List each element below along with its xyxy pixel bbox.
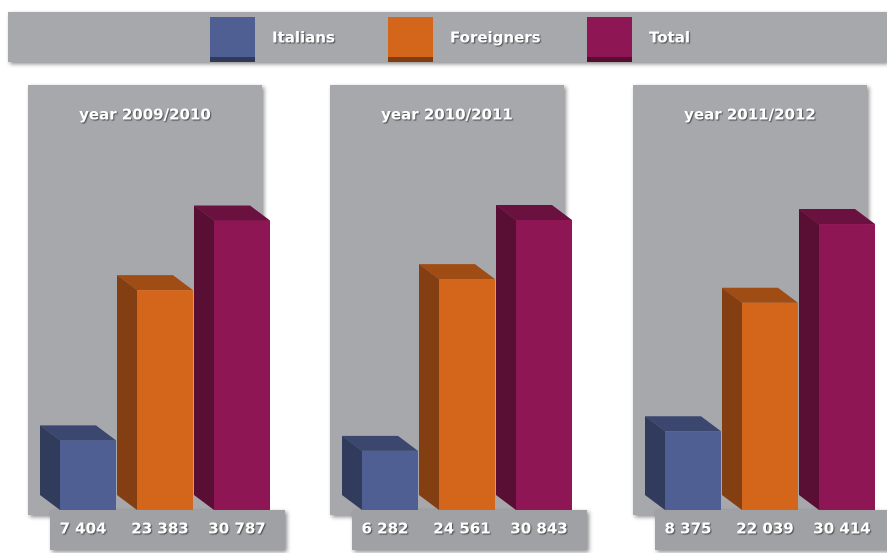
value-label: 6 282 <box>362 520 409 538</box>
bar-top <box>496 205 572 220</box>
bar-side <box>799 209 819 510</box>
bar-front <box>60 440 116 510</box>
legend-label: Italians <box>272 29 335 47</box>
panel-title: year 2009/2010 <box>79 106 211 124</box>
bar-front <box>362 450 418 510</box>
legend-label: Total <box>649 29 690 47</box>
legend-swatch <box>210 17 255 57</box>
bar-front <box>214 220 270 510</box>
bar-top <box>194 205 270 221</box>
bar <box>419 264 495 510</box>
bar-top <box>342 435 418 451</box>
value-label: 22 039 <box>736 520 793 538</box>
legend-label: Foreigners <box>450 29 541 47</box>
legend-swatch <box>388 17 433 57</box>
bar-front <box>137 290 193 510</box>
bar-front <box>742 302 798 510</box>
label-strip <box>50 510 285 550</box>
bar <box>722 287 798 510</box>
bar <box>799 209 875 510</box>
label-strip <box>352 510 587 550</box>
bar <box>40 425 116 510</box>
bar-side <box>117 275 137 510</box>
bar-side <box>40 425 60 510</box>
bar-top <box>722 287 798 303</box>
label-strip <box>655 510 887 550</box>
bar-side <box>342 435 362 510</box>
bar <box>194 205 270 510</box>
bar-top <box>117 275 193 291</box>
legend-swatch <box>587 17 632 57</box>
bar-top <box>799 209 875 225</box>
value-label: 8 375 <box>665 520 712 538</box>
bar <box>342 435 418 510</box>
bar-front <box>516 220 572 510</box>
bar-top <box>419 264 495 280</box>
bar <box>645 416 721 510</box>
value-label: 23 383 <box>131 520 188 538</box>
value-label: 30 843 <box>510 520 567 538</box>
panel-title: year 2010/2011 <box>381 106 513 124</box>
bar-front <box>665 431 721 510</box>
bar-side <box>722 287 742 510</box>
bar-front <box>819 224 875 510</box>
bar-side <box>645 416 665 510</box>
value-label: 24 561 <box>433 520 490 538</box>
value-label: 7 404 <box>60 520 107 538</box>
legend-bar <box>8 12 887 62</box>
bar-side <box>419 264 439 510</box>
bar-top <box>645 416 721 432</box>
bar <box>117 275 193 510</box>
value-label: 30 787 <box>208 520 265 538</box>
bar-side <box>194 205 214 510</box>
bar <box>496 205 572 510</box>
panel-title: year 2011/2012 <box>684 106 816 124</box>
bar-front <box>439 279 495 510</box>
value-label: 30 414 <box>813 520 870 538</box>
bar-side <box>496 205 516 510</box>
bar-top <box>40 425 116 441</box>
